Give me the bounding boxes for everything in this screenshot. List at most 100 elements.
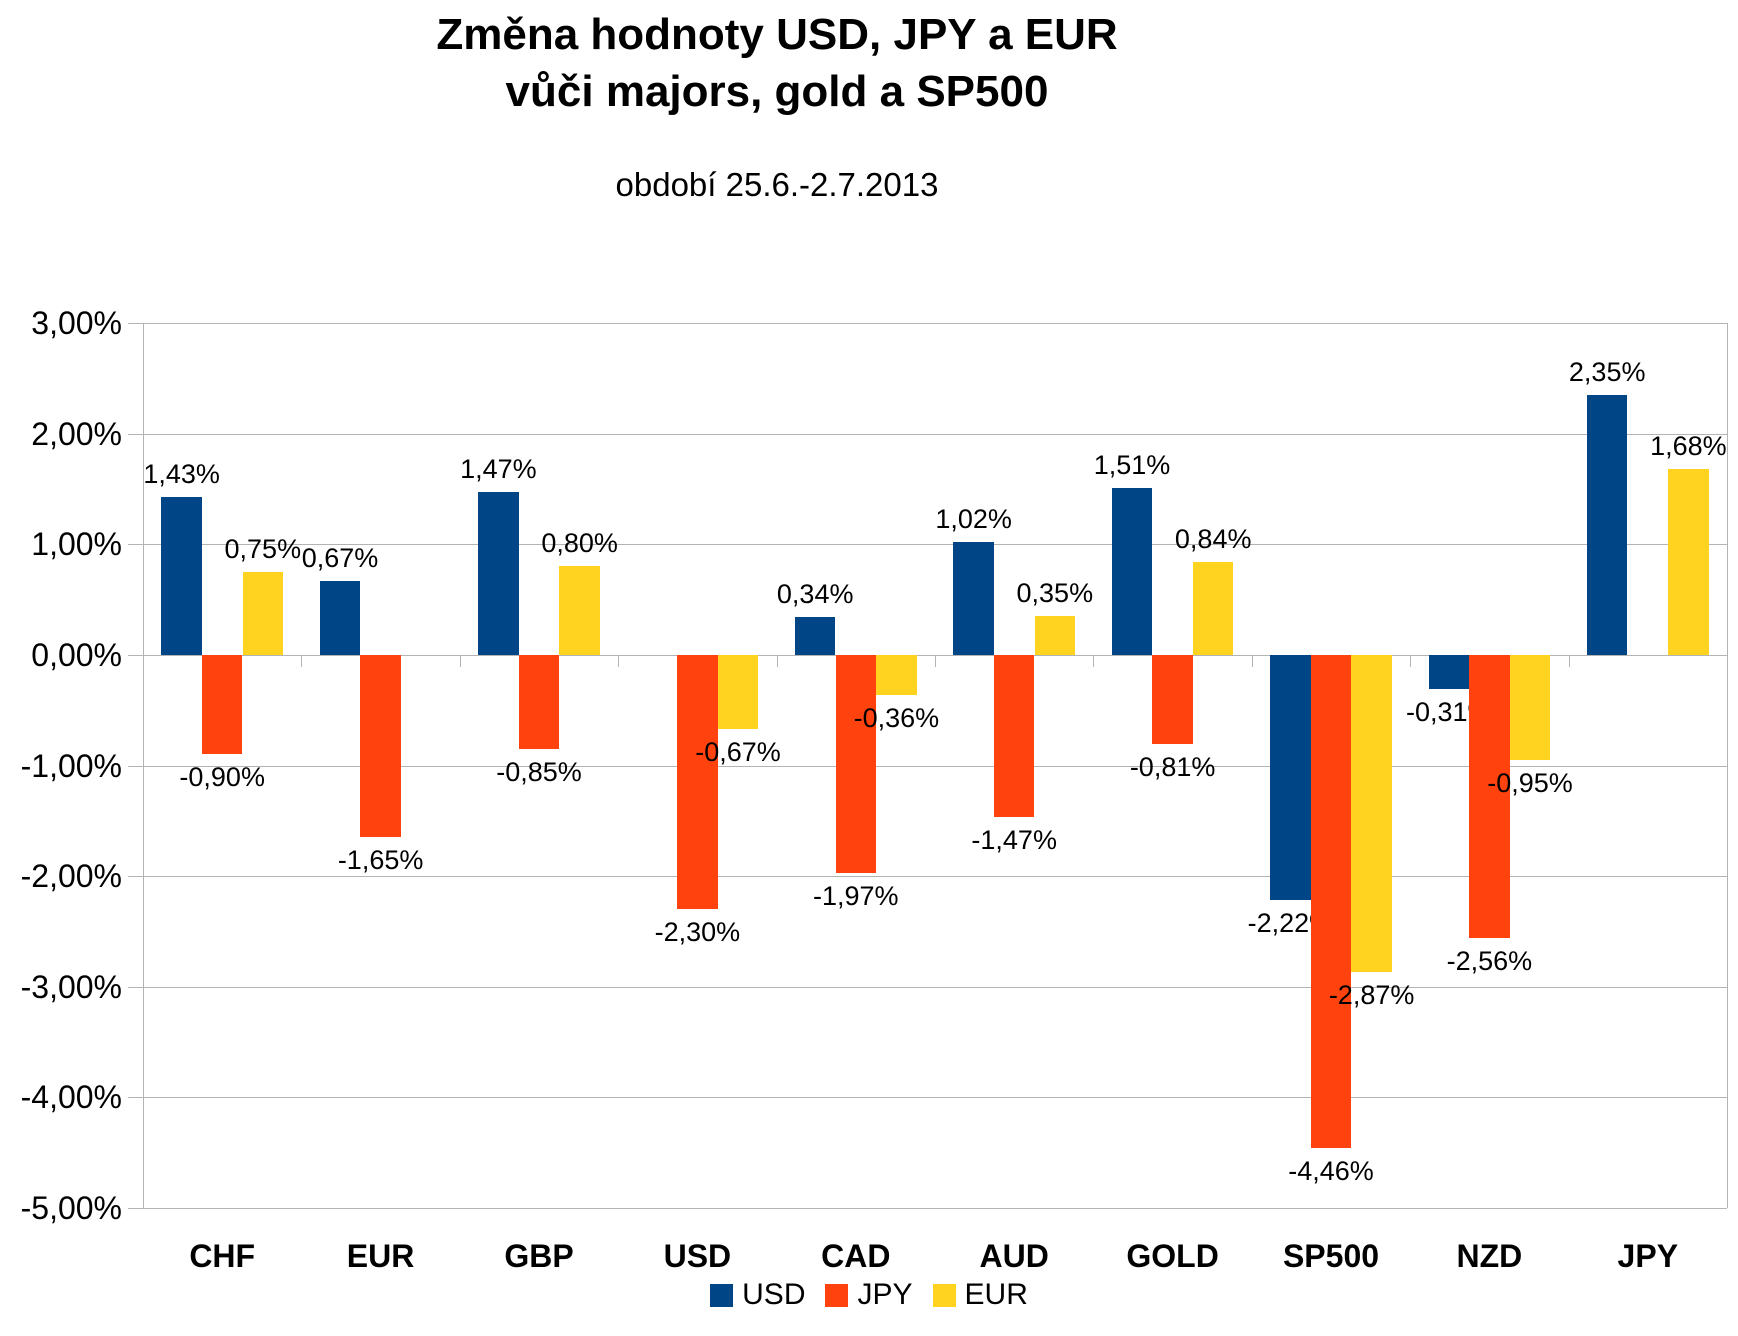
y-axis-tick: [128, 323, 143, 324]
bar-value-label: -4,46%: [1288, 1156, 1374, 1187]
bar-jpy-sp500: [1310, 654, 1352, 1149]
bar-eur-jpy: [1668, 469, 1709, 655]
bar-value-label: 0,35%: [1016, 578, 1094, 609]
bar-value-label: 0,80%: [541, 528, 618, 559]
bar-usd-gbp: [478, 492, 519, 655]
bar-eur-cad: [876, 654, 917, 695]
gridline: [143, 1208, 1727, 1209]
legend-swatch-jpy: [825, 1283, 849, 1307]
x-axis-label-chf: CHF: [189, 1238, 256, 1274]
x-axis-label-gold: GOLD: [1126, 1238, 1219, 1274]
bar-usd-nzd: [1428, 654, 1470, 690]
chart-title-line-2: vůči majors, gold a SP500: [505, 67, 1049, 116]
gridline: [143, 323, 1727, 324]
legend-label-usd: USD: [742, 1278, 806, 1311]
x-axis-tick: [1727, 654, 1728, 667]
bar-value-label: 1,02%: [935, 504, 1012, 535]
bar-jpy-eur: [360, 654, 401, 838]
x-axis-tick: [618, 654, 620, 667]
x-axis-tick: [1093, 654, 1095, 667]
chart-title-block: Změna hodnoty USD, JPY a EUR vůči majors…: [0, 6, 1554, 204]
bar-usd-sp500: [1270, 654, 1311, 901]
gridline: [143, 544, 1727, 546]
x-axis-tick: [935, 654, 936, 667]
bar-value-label: -1,65%: [337, 845, 424, 876]
bar-value-label: -0,36%: [853, 702, 940, 733]
x-axis-label-gbp: GBP: [504, 1238, 574, 1274]
gridline: [143, 876, 1727, 878]
x-axis-tick: [1251, 654, 1253, 667]
bar-eur-gbp: [559, 566, 600, 655]
plot-right-border: [1727, 323, 1728, 1208]
bar-eur-gold: [1192, 561, 1234, 655]
y-axis-tick: [128, 433, 143, 435]
x-axis-label-jpy: JPY: [1617, 1238, 1679, 1274]
x-axis-tick: [776, 654, 778, 667]
bar-value-label: 2,35%: [1568, 356, 1646, 387]
bar-jpy-gbp: [518, 654, 560, 749]
legend-label-jpy: JPY: [857, 1278, 913, 1311]
x-axis-tick: [1410, 654, 1412, 667]
bar-value-label: -0,67%: [695, 736, 781, 767]
chart-legend: USD JPY EUR: [0, 1278, 1738, 1312]
gridline: [143, 765, 1727, 767]
bar-usd-gold: [1111, 487, 1153, 655]
bar-value-label: -0,90%: [179, 762, 265, 793]
x-axis-label-sp500: SP500: [1282, 1238, 1380, 1274]
bar-value-label: -0,95%: [1487, 767, 1573, 798]
y-axis-label: 3,00%: [31, 305, 122, 341]
legend-swatch-eur: [932, 1283, 956, 1307]
y-axis-tick: [128, 1097, 143, 1099]
bar-usd-eur: [319, 580, 361, 655]
bar-value-label: 1,47%: [460, 454, 537, 485]
bar-value-label: 0,84%: [1174, 523, 1252, 554]
x-axis-tick: [143, 654, 144, 667]
x-axis-label-usd: USD: [663, 1238, 732, 1274]
bar-value-label: 0,34%: [776, 579, 854, 610]
bar-value-label: 0,67%: [301, 542, 379, 573]
legend-item-eur: EUR: [932, 1278, 1028, 1312]
x-axis-label-eur: EUR: [346, 1238, 415, 1274]
y-axis-label: 0,00%: [31, 636, 122, 673]
bar-value-label: -0,81%: [1129, 752, 1216, 783]
bar-value-label: 1,68%: [1650, 431, 1727, 462]
legend-item-jpy: JPY: [825, 1278, 913, 1312]
gridline: [143, 1097, 1727, 1099]
bar-usd-chf: [161, 496, 202, 655]
bar-value-label: -0,85%: [496, 756, 582, 787]
bar-value-label: -2,56%: [1446, 946, 1533, 977]
y-axis-label: -3,00%: [20, 968, 122, 1005]
bar-eur-aud: [1034, 616, 1076, 655]
bar-value-label: 1,43%: [143, 458, 220, 489]
bar-eur-nzd: [1509, 654, 1551, 760]
y-axis-label: 1,00%: [31, 526, 122, 563]
bar-usd-cad: [794, 617, 836, 655]
legend-item-usd: USD: [710, 1278, 805, 1312]
bar-usd-jpy: [1586, 394, 1628, 655]
bar-jpy-gold: [1152, 654, 1193, 745]
bar-jpy-aud: [993, 654, 1035, 818]
x-axis-label-nzd: NZD: [1456, 1238, 1523, 1274]
bar-jpy-usd: [677, 654, 718, 910]
bar-jpy-chf: [201, 654, 243, 755]
bar-value-label: -2,87%: [1328, 980, 1415, 1011]
y-axis-tick: [128, 654, 143, 656]
x-axis-label-cad: CAD: [821, 1238, 891, 1274]
bar-value-label: 0,75%: [224, 533, 302, 564]
bar-jpy-cad: [835, 654, 877, 873]
bar-value-label: -1,47%: [971, 825, 1057, 856]
bar-value-label: -2,30%: [654, 917, 741, 948]
y-axis-label: -1,00%: [20, 747, 122, 784]
y-axis-tick: [128, 544, 143, 546]
bar-value-label: -1,97%: [813, 880, 899, 911]
y-axis-tick: [128, 986, 143, 988]
bar-eur-chf: [242, 571, 284, 655]
legend-swatch-usd: [710, 1283, 734, 1307]
bar-eur-sp500: [1351, 654, 1392, 973]
legend-label-eur: EUR: [964, 1278, 1028, 1311]
bar-jpy-nzd: [1469, 654, 1510, 939]
gridline: [143, 986, 1727, 988]
y-axis-label: -5,00%: [20, 1190, 122, 1226]
gridline: [143, 433, 1727, 435]
